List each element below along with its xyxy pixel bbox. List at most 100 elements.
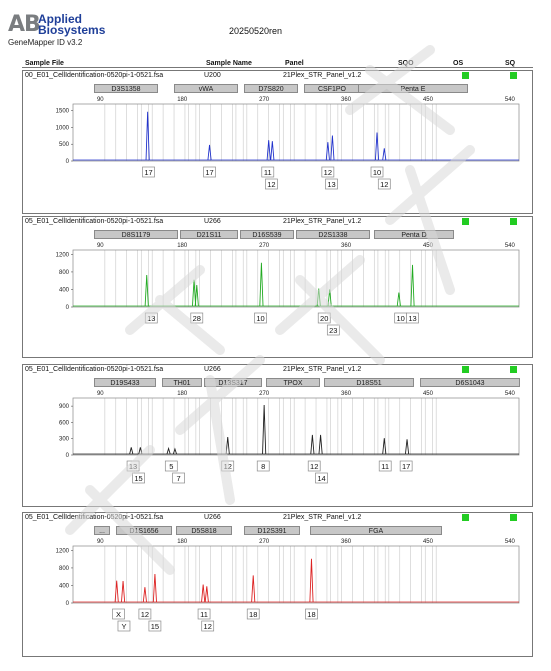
peak[interactable] (309, 558, 314, 603)
allele-call[interactable]: 13 (406, 312, 419, 324)
peak[interactable] (129, 447, 134, 455)
allele-call[interactable]: 12 (138, 608, 152, 620)
allele-call[interactable]: 10 (394, 312, 408, 324)
marker-bin[interactable]: D18S51 (324, 378, 414, 387)
allele-call[interactable]: 12 (377, 178, 391, 190)
marker-bin[interactable]: FGA (310, 526, 442, 535)
peak[interactable] (262, 405, 267, 455)
peak[interactable] (404, 439, 410, 455)
allele-call[interactable]: 12 (221, 460, 235, 472)
allele-call[interactable]: 17 (399, 460, 413, 472)
peak[interactable] (318, 434, 323, 455)
peak[interactable] (121, 581, 126, 603)
x-tick-label: 360 (341, 97, 352, 103)
allele-label: 7 (176, 474, 180, 483)
peak[interactable] (201, 584, 206, 603)
col-sample-file: Sample File (25, 60, 64, 67)
peak[interactable] (142, 587, 147, 603)
x-tick-label: 180 (177, 539, 188, 545)
marker-bin[interactable]: D7S820 (244, 84, 298, 93)
allele-call[interactable]: 14 (315, 472, 328, 484)
allele-label: 5 (169, 462, 173, 471)
allele-label: 12 (324, 168, 332, 177)
allele-call[interactable]: 11 (197, 608, 211, 620)
allele-call[interactable]: 23 (326, 324, 340, 336)
marker-bin[interactable]: vWA (174, 84, 238, 93)
marker-bin[interactable]: Penta D (374, 230, 454, 239)
allele-call[interactable]: 12 (201, 620, 215, 632)
marker-bin[interactable]: ... (94, 526, 110, 535)
y-tick-label: 1200 (56, 548, 70, 554)
marker-bin[interactable]: CSF1PO (304, 84, 360, 93)
peak[interactable] (382, 438, 387, 455)
y-tick-label: 400 (59, 287, 70, 293)
marker-bin[interactable]: D1S1656 (116, 526, 172, 535)
marker-bin[interactable]: D21S11 (180, 230, 238, 239)
allele-call[interactable]: 5 (164, 460, 178, 472)
allele-call[interactable]: 13 (126, 460, 140, 472)
marker-bin[interactable]: Penta E (358, 84, 468, 93)
peak[interactable] (310, 434, 315, 455)
sq-indicator (510, 218, 517, 225)
allele-call[interactable]: 11 (378, 460, 392, 472)
y-tick-label: 400 (59, 583, 70, 589)
allele-call[interactable]: 18 (246, 608, 260, 620)
marker-bin[interactable]: TPOX (266, 378, 320, 387)
allele-call[interactable]: 10 (254, 312, 267, 324)
peak[interactable] (259, 262, 264, 307)
allele-call[interactable]: Y (117, 620, 131, 632)
allele-call[interactable]: 13 (144, 312, 158, 324)
marker-bin[interactable]: D6S1043 (420, 378, 520, 387)
allele-call[interactable]: 7 (172, 472, 185, 484)
marker-bin[interactable]: D3S1358 (94, 84, 158, 93)
allele-call[interactable]: 17 (203, 166, 216, 178)
peak[interactable] (152, 574, 157, 603)
marker-bin[interactable]: D13S317 (204, 378, 262, 387)
peak[interactable] (204, 586, 209, 603)
sample-file: 00_E01_CellIdentification-0520pi-1-0521.… (25, 72, 164, 79)
peak[interactable] (330, 135, 335, 161)
x-tick-label: 90 (97, 539, 104, 545)
allele-call[interactable]: 13 (325, 178, 338, 190)
allele-call[interactable]: 10 (370, 166, 384, 178)
allele-call[interactable]: 15 (148, 620, 162, 632)
marker-bin[interactable]: TH01 (162, 378, 202, 387)
marker-bin[interactable]: D8S1179 (94, 230, 178, 239)
marker-bin[interactable]: D2S1338 (296, 230, 370, 239)
x-tick-label: 450 (423, 243, 434, 249)
allele-call[interactable]: 12 (307, 460, 321, 472)
allele-call[interactable]: 12 (265, 178, 278, 190)
marker-bin[interactable]: D16S539 (240, 230, 294, 239)
peak[interactable] (144, 274, 149, 307)
y-tick-label: 0 (66, 305, 70, 311)
y-tick-label: 0 (66, 601, 70, 607)
allele-label: 18 (249, 610, 257, 619)
allele-call[interactable]: 15 (132, 472, 145, 484)
allele-call[interactable]: X (112, 608, 125, 620)
marker-bin[interactable]: D12S391 (244, 526, 300, 535)
allele-call[interactable]: 11 (261, 166, 275, 178)
marker-bin[interactable]: D19S433 (94, 378, 156, 387)
allele-label: 14 (317, 474, 325, 483)
marker-bin[interactable]: D5S818 (176, 526, 232, 535)
allele-call[interactable]: 20 (317, 312, 331, 324)
peak[interactable] (166, 446, 171, 455)
allele-call[interactable]: 18 (305, 608, 318, 620)
allele-call[interactable]: 12 (321, 166, 335, 178)
allele-call[interactable]: 28 (190, 312, 204, 324)
peak[interactable] (270, 141, 275, 161)
y-tick-label: 800 (59, 270, 70, 276)
logo-line-1: Applied (38, 12, 82, 26)
x-tick-label: 180 (177, 391, 188, 397)
col-panel: Panel (285, 60, 304, 67)
peak[interactable] (316, 288, 321, 307)
allele-call[interactable]: 17 (142, 166, 155, 178)
x-tick-label: 450 (423, 391, 434, 397)
peak[interactable] (410, 264, 415, 307)
peak[interactable] (225, 437, 230, 455)
peak[interactable] (114, 580, 119, 603)
peak[interactable] (251, 575, 256, 603)
allele-call[interactable]: 8 (256, 460, 270, 472)
plot-frame (72, 397, 520, 456)
